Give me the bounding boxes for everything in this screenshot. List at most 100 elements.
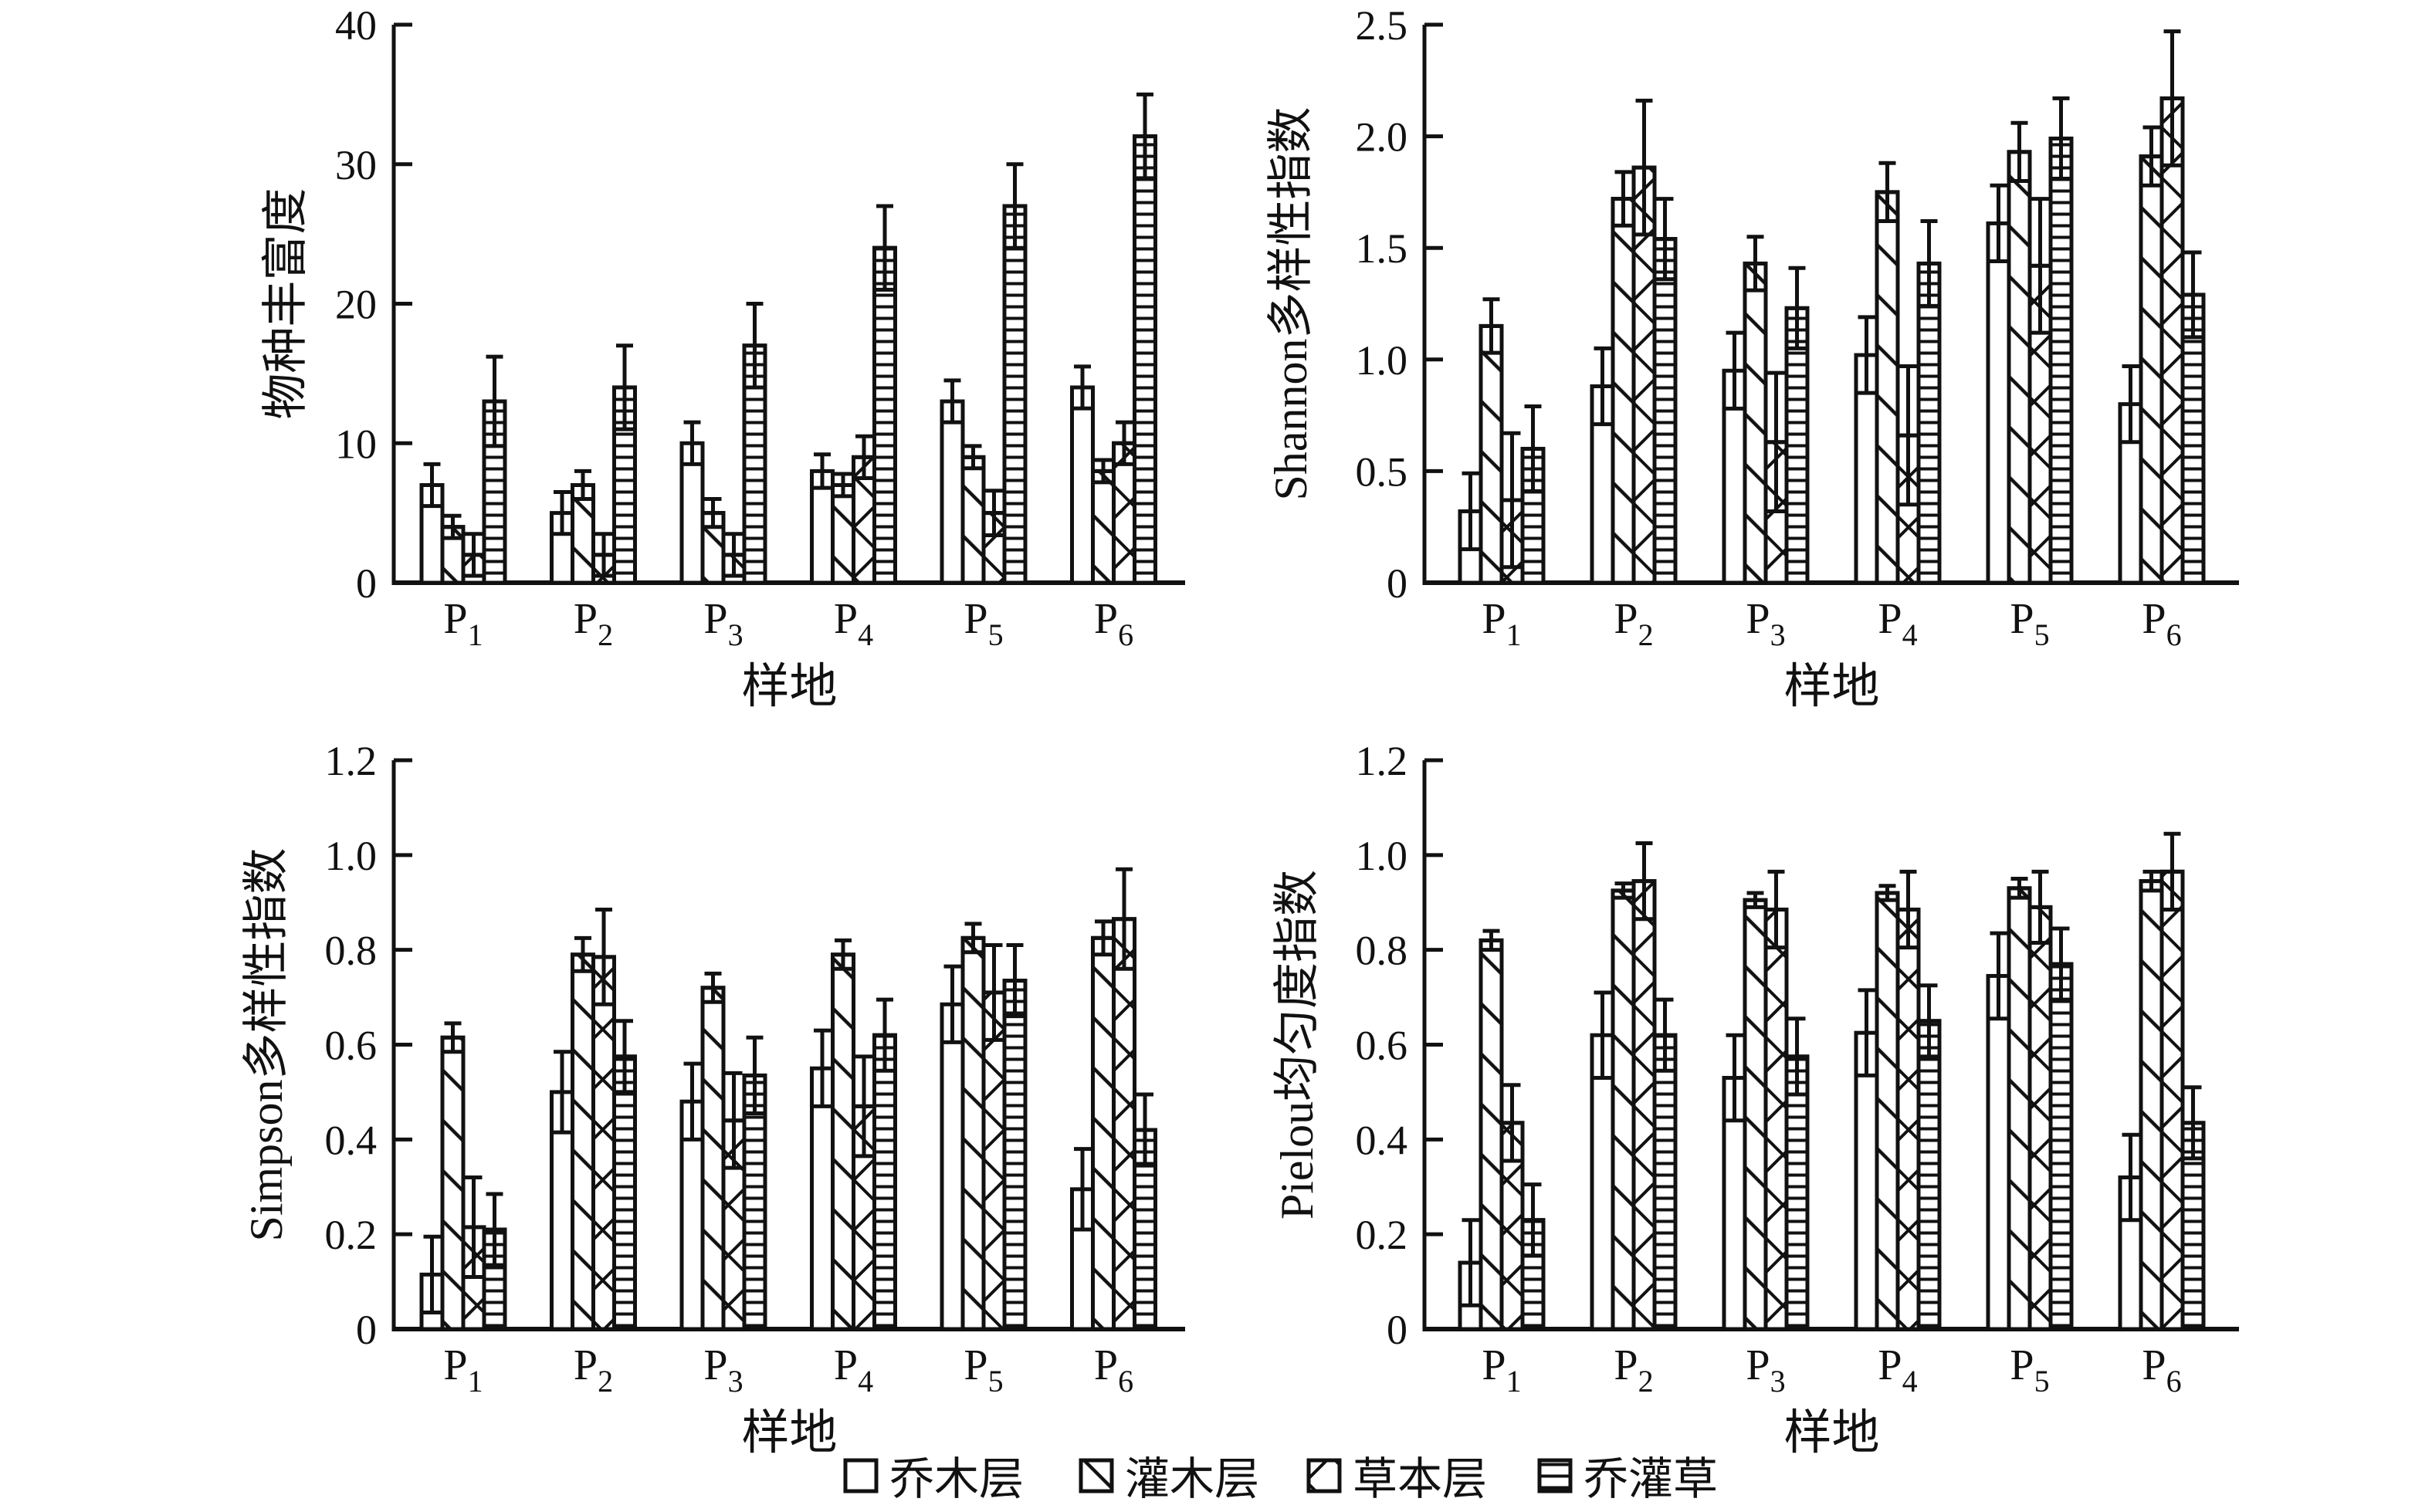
bar-hatch: [872, 245, 897, 585]
error-bar: [1462, 1218, 1479, 1307]
bar-hatch: [1002, 204, 1028, 585]
error-bar: [855, 1054, 872, 1159]
bar-hatch: [1916, 261, 1942, 585]
error-bar: [1858, 988, 1875, 1077]
bar-hatch: [1112, 917, 1136, 1331]
error-bar: [1136, 1092, 1153, 1168]
bar-hatch: [2139, 154, 2164, 585]
y-axis-label: 物种丰富度: [260, 188, 311, 420]
error-bar: [2031, 869, 2049, 945]
error-bar: [704, 497, 722, 529]
error-bar: [2052, 96, 2070, 181]
error-bar: [2031, 197, 2049, 335]
bar-hatch: [960, 455, 986, 585]
y-tick-label: 0: [356, 560, 377, 607]
bar-hatch: [2139, 879, 2164, 1331]
error-bar: [1524, 404, 1542, 493]
y-tick-label: 0.2: [325, 1212, 378, 1258]
y-tick-label: 2.5: [1356, 2, 1408, 49]
y-tick-label: 0.6: [325, 1023, 378, 1069]
x-tick-label: P2: [1614, 595, 1653, 652]
bar-hatch: [700, 511, 726, 585]
y-tick-label: 0: [1387, 1307, 1407, 1353]
error-bar: [1482, 297, 1500, 355]
error-bar: [574, 935, 591, 973]
error-bar: [1614, 881, 1632, 900]
error-bar: [1990, 931, 2007, 1021]
y-tick-label: 1.0: [1356, 337, 1408, 384]
error-bar: [1920, 218, 1938, 308]
bar-hatch: [2159, 869, 2185, 1331]
error-bar: [554, 490, 571, 536]
bar-hatch: [591, 955, 616, 1331]
bar-hatch: [1631, 879, 1657, 1331]
x-tick-label: P3: [703, 1341, 743, 1399]
bar-hatch: [1091, 468, 1116, 585]
error-bar: [423, 1234, 441, 1315]
bar-hatch: [2007, 150, 2032, 585]
error-bar: [1878, 161, 1896, 223]
error-bar: [1482, 929, 1500, 952]
bar-hatch: [1611, 888, 1636, 1331]
y-tick-label: 0: [356, 1307, 377, 1353]
x-tick-label: P2: [1614, 1341, 1653, 1399]
error-bar: [616, 1019, 633, 1094]
y-tick-label: 1.2: [325, 738, 378, 784]
error-bar: [1726, 1033, 1743, 1123]
y-tick-label: 1.2: [1356, 738, 1408, 784]
x-tick-label: P5: [964, 1341, 1003, 1399]
x-tick-label: P1: [443, 1341, 483, 1399]
error-bar: [1899, 869, 1917, 950]
x-tick-label: P3: [1746, 595, 1785, 652]
legend-swatch: [843, 1458, 879, 1493]
bar-hatch: [960, 935, 986, 1331]
legend-swatch-hatch: [1537, 1458, 1573, 1493]
error-bar: [943, 378, 961, 425]
y-tick-label: 20: [335, 282, 377, 328]
bar: [940, 1002, 965, 1331]
legend-item-label: 乔木层: [889, 1454, 1024, 1504]
error-bar: [725, 1071, 743, 1170]
x-tick-label: P5: [2010, 1341, 2049, 1399]
error-bar: [1116, 420, 1133, 466]
y-tick-label: 0.2: [1356, 1212, 1408, 1258]
bar-hatch: [1895, 907, 1921, 1331]
x-axis-label: 样地: [741, 1407, 837, 1460]
y-tick-label: 0.8: [1356, 928, 1408, 974]
x-axis-label: 样地: [1783, 1407, 1879, 1460]
error-bar: [2142, 869, 2160, 893]
error-bar: [1006, 943, 1024, 1019]
x-tick-label: P6: [1094, 1341, 1133, 1399]
error-bar: [964, 444, 982, 471]
x-axis-label: 样地: [741, 661, 837, 713]
y-tick-label: 0.8: [325, 928, 378, 974]
bar-hatch: [612, 1054, 637, 1331]
error-bar: [1878, 884, 1896, 902]
error-bar: [876, 997, 893, 1073]
y-tick-label: 0: [1387, 560, 1407, 607]
y-tick-label: 1.5: [1356, 225, 1408, 272]
error-bar: [725, 532, 743, 578]
error-bar: [1635, 841, 1653, 922]
bar-hatch: [2027, 905, 2053, 1331]
error-bar: [1074, 1147, 1091, 1232]
pielou-chart: 0 0.2 0.4 0.6 0.8 1.0 1.2 Pielou均匀度指数 P1 P2 P3 P4 P5…: [1272, 738, 2239, 1460]
error-bar: [1726, 330, 1743, 411]
y-tick-label: 40: [335, 2, 377, 49]
error-bar: [1462, 471, 1479, 552]
x-tick-label: P6: [1094, 595, 1133, 652]
legend-item: 草本层: [1306, 1454, 1487, 1504]
error-bar: [683, 1061, 701, 1142]
x-tick-label: P1: [1482, 1341, 1521, 1399]
error-bar: [985, 943, 1003, 1042]
error-bar: [595, 532, 612, 578]
bar-hatch: [1743, 898, 1768, 1331]
error-bar: [554, 1050, 571, 1135]
bar-hatch: [1479, 323, 1504, 585]
x-tick-label: P6: [2142, 1341, 2181, 1399]
bar-hatch: [1611, 197, 1636, 585]
bar-hatch: [1763, 907, 1789, 1331]
error-bar: [1656, 997, 1674, 1073]
bar-hatch: [2048, 136, 2074, 585]
